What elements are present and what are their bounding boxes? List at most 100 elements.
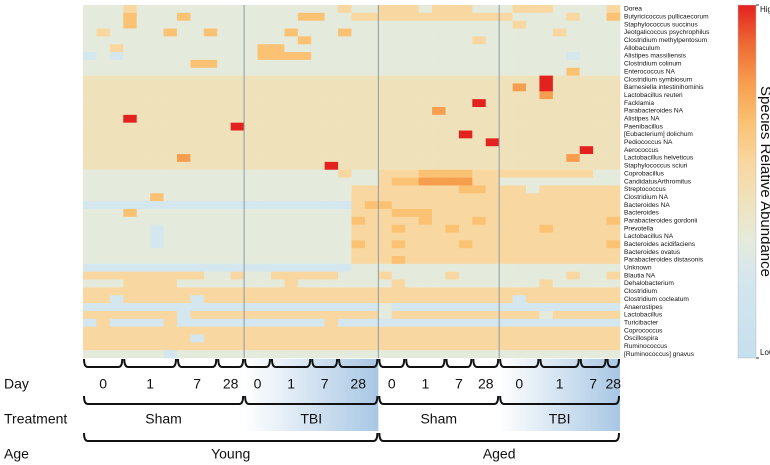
heatmap-cell <box>136 240 151 249</box>
heatmap-cell <box>270 240 285 249</box>
heatmap-cell <box>190 279 205 288</box>
heatmap-cell <box>552 59 567 69</box>
heatmap-cell <box>230 256 245 265</box>
heatmap-cell <box>351 287 366 296</box>
heatmap-cell <box>432 201 446 210</box>
heatmap-cell <box>606 99 621 108</box>
heatmap-cell <box>338 36 352 45</box>
heatmap-cell <box>606 201 621 210</box>
heatmap-cell <box>445 334 460 343</box>
heatmap-cell <box>405 318 419 327</box>
heatmap-cell <box>284 342 299 351</box>
heatmap-cell <box>297 106 312 116</box>
heatmap-cell <box>83 114 97 123</box>
heatmap-cell <box>136 342 151 351</box>
heatmap-cell <box>432 310 446 320</box>
heatmap-cell <box>217 138 231 147</box>
heatmap-cell <box>472 240 487 249</box>
heatmap-cell <box>445 36 460 45</box>
heatmap-cell <box>432 20 446 29</box>
heatmap-cell <box>338 130 352 139</box>
heatmap-cell <box>338 44 352 53</box>
heatmap-cell <box>378 310 393 320</box>
heatmap-cell <box>485 59 500 69</box>
heatmap-cell <box>364 256 379 265</box>
heatmap-cell <box>230 138 245 147</box>
row-label: Oscillospira <box>624 335 658 342</box>
heatmap-cell <box>123 20 137 29</box>
heatmap-cell <box>391 28 406 37</box>
heatmap-cell <box>284 263 299 273</box>
heatmap-cell <box>391 193 406 202</box>
heatmap-cell <box>270 216 285 225</box>
heatmap-cell <box>579 232 594 241</box>
heatmap-cell <box>445 193 460 202</box>
heatmap-cell <box>432 224 446 233</box>
heatmap-cell <box>485 256 500 265</box>
heatmap-cell <box>579 12 594 21</box>
heatmap-cell <box>123 232 137 241</box>
heatmap-cell <box>176 201 191 210</box>
heatmap-cell <box>378 224 393 233</box>
heatmap-cell <box>324 52 339 61</box>
heatmap-cell <box>109 287 124 296</box>
heatmap-cell <box>485 83 500 92</box>
heatmap-cell <box>512 91 527 100</box>
heatmap-cell <box>499 5 513 14</box>
heatmap-cell <box>458 36 473 45</box>
heatmap-cell <box>432 279 446 288</box>
treatment-bracket <box>83 395 245 405</box>
heatmap-cell <box>472 201 487 210</box>
heatmap-cell <box>566 177 581 186</box>
heatmap-cell <box>150 5 164 14</box>
heatmap-cell <box>83 130 97 139</box>
heatmap-cell <box>418 326 433 335</box>
heatmap-cell <box>526 154 540 163</box>
heatmap-cell <box>364 232 379 241</box>
heatmap-cell <box>203 303 218 312</box>
heatmap-cell <box>405 248 419 257</box>
heatmap-cell <box>109 342 124 351</box>
heatmap-cell <box>579 263 594 273</box>
heatmap-cell <box>378 240 393 249</box>
heatmap-cell <box>123 106 137 116</box>
heatmap-cell <box>284 91 299 100</box>
heatmap-cell <box>579 20 594 29</box>
heatmap-cell <box>391 161 406 171</box>
heatmap-cell <box>432 248 446 257</box>
heatmap-cell <box>297 114 312 123</box>
heatmap-cell <box>472 169 487 178</box>
heatmap-cell <box>566 67 581 76</box>
heatmap-cell <box>150 146 164 155</box>
heatmap-cell <box>606 59 621 69</box>
heatmap-cell <box>96 295 111 304</box>
heatmap-cell <box>190 106 205 116</box>
heatmap-cell <box>526 224 540 233</box>
row-label: Turicibacter <box>624 319 659 326</box>
heatmap-cell <box>472 350 487 359</box>
heatmap-cell <box>217 20 231 29</box>
heatmap-cell <box>378 20 393 29</box>
heatmap-cell <box>136 232 151 241</box>
heatmap-cell <box>123 5 137 14</box>
heatmap-cell <box>230 122 245 131</box>
heatmap-cell <box>405 83 419 92</box>
heatmap-cell <box>579 208 594 218</box>
heatmap-cell <box>324 28 339 37</box>
heatmap-cell <box>418 224 433 233</box>
heatmap-cell <box>270 224 285 233</box>
heatmap-cell <box>539 310 554 320</box>
heatmap-cell <box>552 122 567 131</box>
heatmap-cell <box>364 28 379 37</box>
heatmap-cell <box>364 185 379 194</box>
heatmap-cell <box>123 303 137 312</box>
heatmap-cell <box>418 146 433 155</box>
heatmap-cell <box>217 263 231 273</box>
heatmap-cell <box>526 185 540 194</box>
heatmap-cell <box>96 146 111 155</box>
heatmap-cell <box>338 185 352 194</box>
heatmap-cell <box>203 326 218 335</box>
heatmap-cell <box>244 130 258 139</box>
heatmap-cell <box>405 161 419 171</box>
heatmap-cell <box>176 224 191 233</box>
